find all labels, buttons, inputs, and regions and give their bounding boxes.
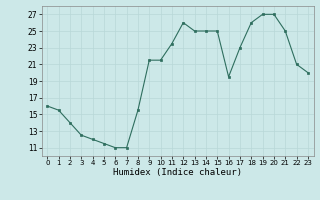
X-axis label: Humidex (Indice chaleur): Humidex (Indice chaleur) bbox=[113, 168, 242, 177]
